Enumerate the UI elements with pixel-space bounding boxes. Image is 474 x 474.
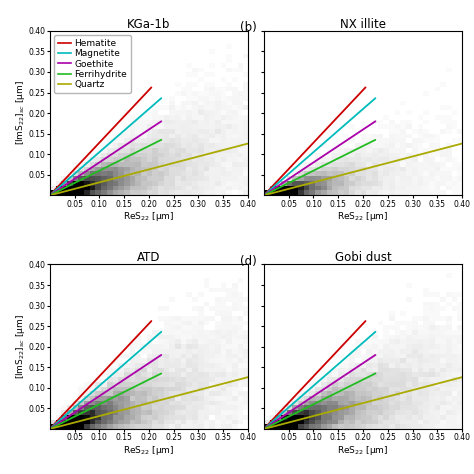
Y-axis label: [ImS$_{22}$]$_{sc}$ [μm]: [ImS$_{22}$]$_{sc}$ [μm] bbox=[14, 314, 27, 379]
Title: KGa-1b: KGa-1b bbox=[127, 18, 171, 31]
X-axis label: ReS$_{22}$ [μm]: ReS$_{22}$ [μm] bbox=[337, 210, 389, 223]
Legend: Hematite, Magnetite, Goethite, Ferrihydrite, Quartz: Hematite, Magnetite, Goethite, Ferrihydr… bbox=[55, 36, 130, 93]
X-axis label: ReS$_{22}$ [μm]: ReS$_{22}$ [μm] bbox=[123, 444, 174, 456]
Title: Gobi dust: Gobi dust bbox=[335, 251, 392, 264]
X-axis label: ReS$_{22}$ [μm]: ReS$_{22}$ [μm] bbox=[337, 444, 389, 456]
Y-axis label: [ImS$_{22}$]$_{sc}$ [μm]: [ImS$_{22}$]$_{sc}$ [μm] bbox=[14, 81, 27, 146]
X-axis label: ReS$_{22}$ [μm]: ReS$_{22}$ [μm] bbox=[123, 210, 174, 223]
Title: NX illite: NX illite bbox=[340, 18, 386, 31]
Text: (d): (d) bbox=[240, 255, 257, 267]
Text: (b): (b) bbox=[240, 21, 257, 34]
Title: ATD: ATD bbox=[137, 251, 161, 264]
